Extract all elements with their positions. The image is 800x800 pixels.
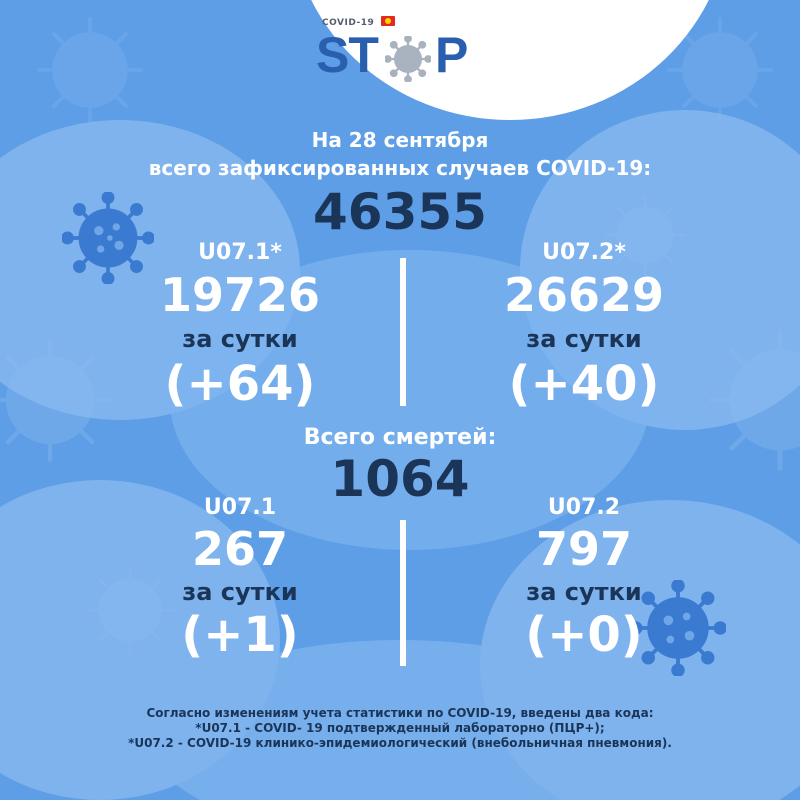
logo-word-left: ST bbox=[316, 27, 379, 83]
cases-right-value: 26629 bbox=[503, 268, 665, 322]
logo-word-right: P bbox=[435, 27, 469, 83]
background-blob bbox=[170, 250, 650, 550]
deaths-left-per-day-label: за сутки bbox=[182, 578, 298, 606]
virus-icon bbox=[385, 36, 431, 82]
deaths-left-value: 267 bbox=[191, 522, 289, 576]
footnote: Согласно изменениям учета статистики по … bbox=[40, 706, 760, 751]
logo-subtitle: COVID-19 bbox=[322, 18, 375, 28]
cases-left-code: U07.1* bbox=[198, 240, 282, 265]
total-cases-label: всего зафиксированных случаев COVID-19: bbox=[148, 156, 652, 180]
footnote-line: *U07.2 - COVID-19 клинико-эпидемиологиче… bbox=[128, 736, 672, 750]
total-cases-value: 46355 bbox=[313, 183, 487, 241]
date-line: На 28 сентября bbox=[311, 128, 489, 152]
virus-icon bbox=[667, 17, 773, 123]
vertical-divider bbox=[400, 258, 406, 406]
deaths-total-value: 1064 bbox=[330, 450, 470, 508]
deaths-left-code: U07.1 bbox=[203, 495, 277, 520]
virus-icon bbox=[605, 195, 685, 275]
deaths-right-code: U07.2 bbox=[547, 495, 621, 520]
deaths-right-value: 797 bbox=[535, 522, 633, 576]
deaths-right-delta: (+0) bbox=[525, 607, 643, 663]
vertical-divider bbox=[400, 520, 406, 666]
footnote-line: Согласно изменениям учета статистики по … bbox=[146, 706, 654, 720]
virus-icon bbox=[37, 17, 143, 123]
cases-right-delta: (+40) bbox=[508, 356, 660, 412]
virus-icon bbox=[62, 192, 154, 284]
deaths-label: Всего смертей: bbox=[303, 425, 497, 450]
cases-left-per-day-label: за сутки bbox=[182, 325, 298, 353]
footnote-line: *U07.1 - COVID- 19 подтвержденный лабора… bbox=[195, 721, 605, 735]
virus-icon bbox=[86, 566, 174, 654]
cases-left-value: 19726 bbox=[159, 268, 321, 322]
cases-right-per-day-label: за сутки bbox=[526, 325, 642, 353]
cases-right-code: U07.2* bbox=[542, 240, 626, 265]
flag-icon bbox=[381, 16, 395, 26]
deaths-left-delta: (+1) bbox=[181, 607, 299, 663]
virus-icon bbox=[0, 338, 112, 462]
deaths-right-per-day-label: за сутки bbox=[526, 578, 642, 606]
virus-icon bbox=[709, 329, 800, 471]
cases-left-delta: (+64) bbox=[164, 356, 316, 412]
virus-icon bbox=[630, 580, 726, 676]
background-blob bbox=[150, 640, 650, 800]
